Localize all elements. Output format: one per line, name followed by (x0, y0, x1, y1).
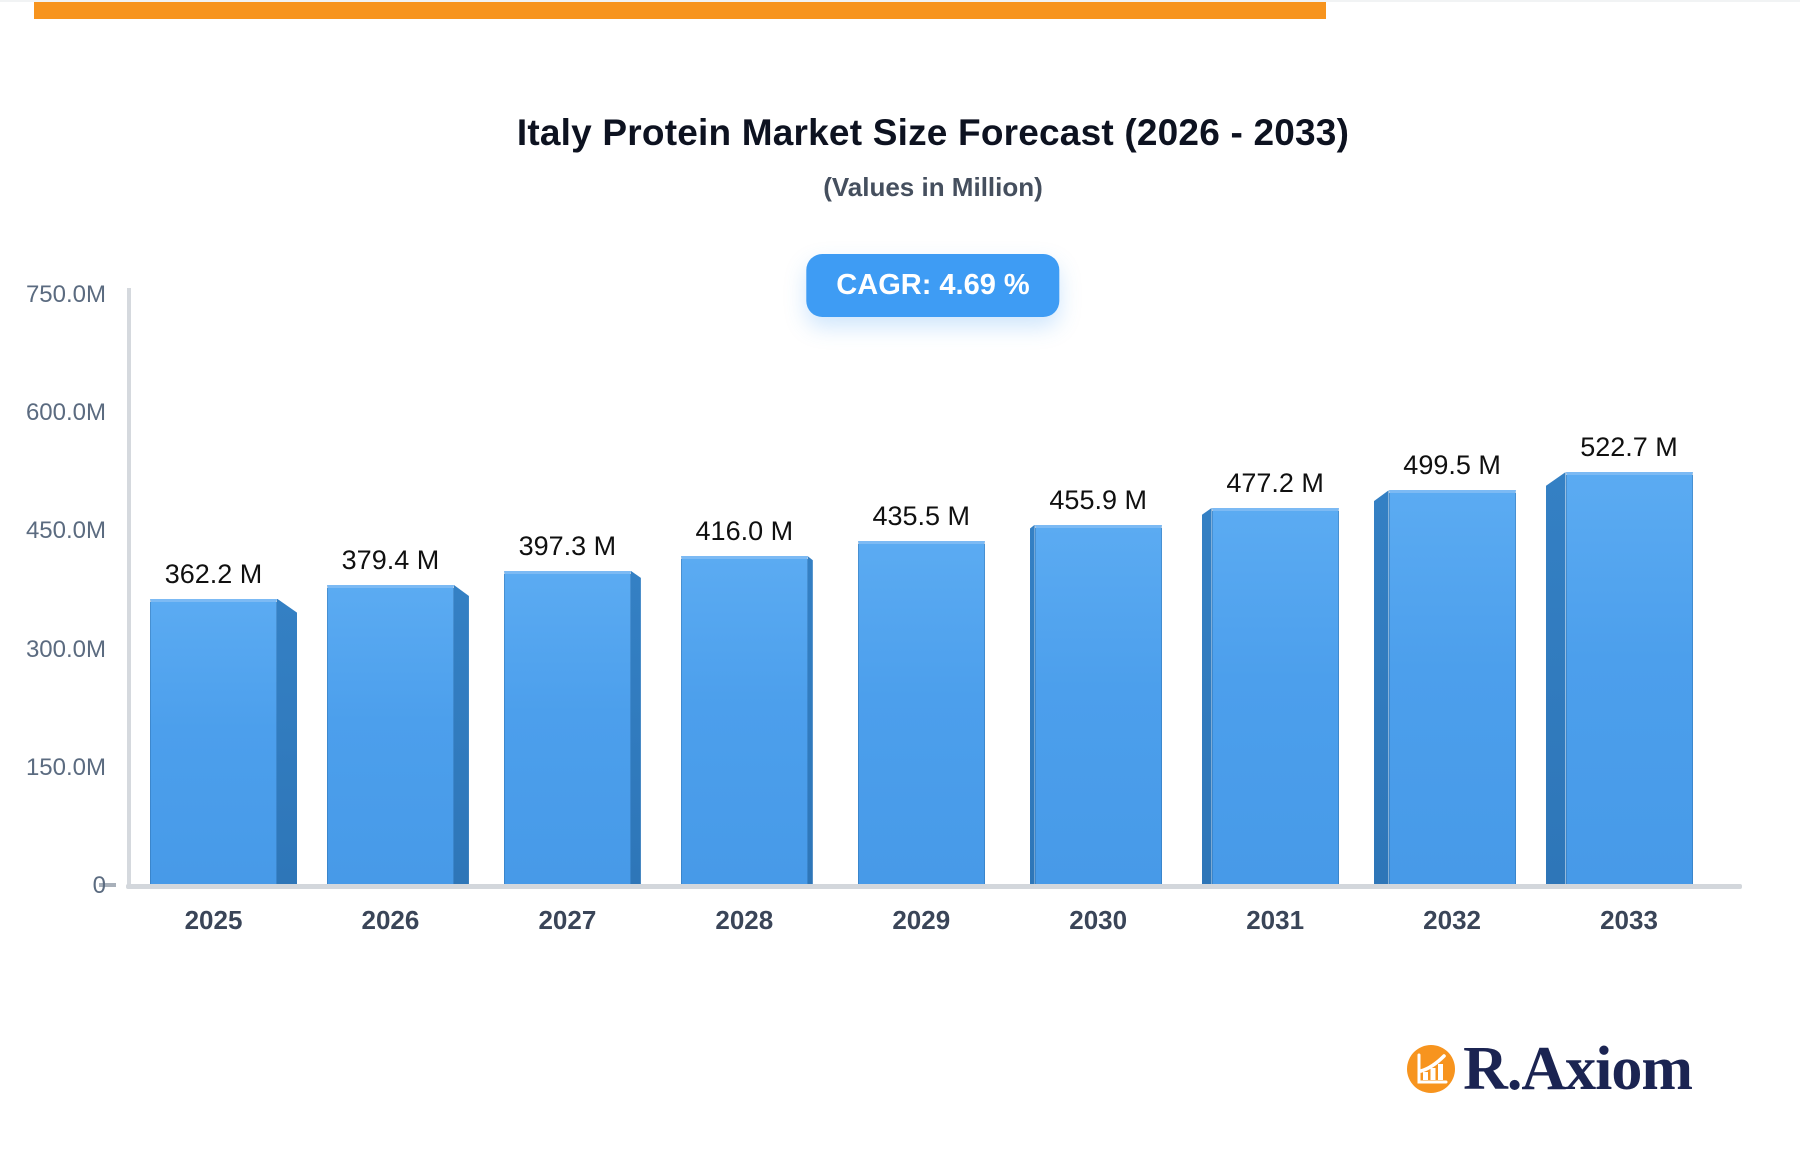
y-axis-tick-label: 150.0M (25, 753, 106, 781)
bar-value-label: 477.2 M (1226, 467, 1324, 498)
y-axis-line (127, 288, 131, 888)
chart-subtitle: (Values in Million) (823, 172, 1043, 202)
bar-2025 (150, 598, 277, 884)
y-axis-tick-label: 450.0M (25, 517, 106, 545)
bar-2029 (857, 540, 985, 884)
y-axis-tick-label: 300.0M (25, 635, 106, 663)
bar-2026 (326, 585, 454, 884)
x-axis-label-2032: 2032 (1423, 905, 1481, 935)
bar-2032 (1388, 490, 1516, 884)
bar-3d-side (453, 585, 469, 884)
bar-value-label: 379.4 M (341, 545, 440, 576)
x-axis-baseline (126, 884, 1742, 889)
bar-2027 (503, 570, 631, 884)
bar-2028 (680, 556, 808, 884)
bar-value-label: 499.5 M (1403, 450, 1501, 481)
x-axis-label-2028: 2028 (715, 905, 774, 935)
y-axis-tick-label: 0 (92, 872, 106, 899)
y-axis-tick-label: 750.0M (25, 281, 106, 308)
bar-value-label: 416.0 M (695, 516, 794, 547)
bar-value-label: 435.5 M (872, 500, 971, 531)
top-border-line (0, 0, 1800, 2)
bar-2033 (1565, 472, 1693, 884)
x-axis-label-2027: 2027 (538, 905, 597, 935)
bar-3d-side (807, 556, 813, 884)
bar-value-label: 362.2 M (164, 558, 263, 589)
bar-3d-side (1545, 472, 1566, 884)
logo-chart-icon (1407, 1045, 1456, 1093)
x-axis-label-2025: 2025 (184, 905, 243, 935)
bar-3d-side (1201, 507, 1212, 884)
x-axis-label-2031: 2031 (1246, 905, 1305, 935)
bar-3d-side (1029, 524, 1035, 884)
bar-3d-side (277, 598, 297, 884)
bar-value-label: 397.3 M (518, 530, 617, 561)
cagr-badge: CAGR: 4.69 % (806, 254, 1060, 317)
brand-logo: R.Axiom (1406, 1035, 1693, 1103)
bar-3d-side (630, 570, 641, 884)
x-axis-label-2033: 2033 (1600, 905, 1658, 935)
bar-2031 (1211, 507, 1339, 884)
bar-value-label: 455.9 M (1049, 484, 1147, 515)
logo-text: R.Axiom (1463, 1035, 1693, 1103)
bar-value-label: 522.7 M (1580, 432, 1678, 463)
y-axis-tick-label: 600.0M (25, 399, 106, 427)
chart-title: Italy Protein Market Size Forecast (2026… (516, 112, 1350, 153)
cagr-badge-label: CAGR: 4.69 % (836, 269, 1030, 301)
top-accent-bar (34, 2, 1326, 19)
x-axis-label-2030: 2030 (1069, 905, 1128, 935)
x-axis-label-2026: 2026 (361, 905, 420, 935)
x-axis-label-2029: 2029 (892, 905, 951, 935)
bar-2030 (1034, 524, 1162, 884)
bar-3d-side (1373, 490, 1389, 884)
zero-tick-mark (99, 883, 116, 887)
